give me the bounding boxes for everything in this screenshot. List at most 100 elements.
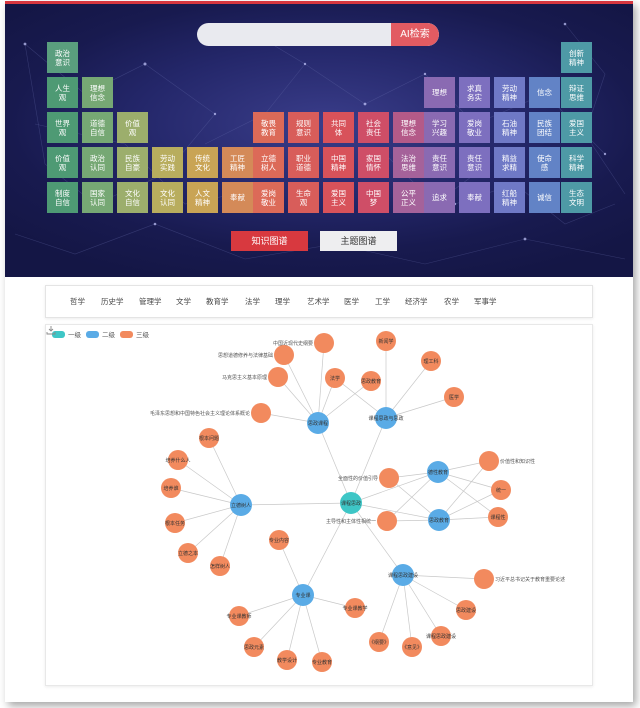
value-tile[interactable]: 追求 xyxy=(424,182,455,213)
value-tile[interactable]: 立德 树人 xyxy=(253,147,284,178)
graph-node-level3[interactable]: 课程性 xyxy=(488,507,508,527)
subject-tab[interactable]: 农学 xyxy=(444,297,459,306)
graph-node-level3[interactable]: 专业内容 xyxy=(269,530,289,550)
value-tile[interactable]: 政治 认同 xyxy=(82,147,113,178)
value-tile[interactable]: 职业 道德 xyxy=(288,147,319,178)
graph-node-circle[interactable] xyxy=(165,513,185,533)
graph-node-level3[interactable]: 教学设计 xyxy=(277,650,297,670)
graph-node-circle[interactable] xyxy=(427,461,449,483)
graph-node-circle[interactable] xyxy=(392,564,414,586)
graph-node-circle[interactable] xyxy=(230,494,252,516)
value-tile[interactable]: 敬畏 教育 xyxy=(253,112,284,143)
value-tile[interactable]: 制度 自信 xyxy=(47,182,78,213)
ai-search-button[interactable]: AI检索 xyxy=(391,23,439,46)
graph-node-level3[interactable]: 马克思主义基本原理 xyxy=(222,367,288,387)
graph-node-level2[interactable]: 德性教育 xyxy=(427,461,449,483)
graph-node-level3[interactable]: 根本任务 xyxy=(165,513,185,533)
graph-node-level3[interactable]: 思政教育 xyxy=(361,371,381,391)
value-tile[interactable]: 文化 自信 xyxy=(117,182,148,213)
graph-node-level2[interactable]: 立德树人 xyxy=(230,494,252,516)
subject-tab[interactable]: 法学 xyxy=(245,297,260,306)
graph-node-level3[interactable]: 思政元素 xyxy=(244,637,264,657)
graph-node-circle[interactable] xyxy=(314,333,334,353)
value-tile[interactable]: 理想 xyxy=(424,77,455,108)
graph-node-level3[interactable]: 立德之本 xyxy=(178,543,198,563)
subject-tab[interactable]: 经济学 xyxy=(405,297,428,306)
knowledge-graph-button[interactable]: 知识图谱 xyxy=(231,231,308,251)
value-tile[interactable]: 红船 精神 xyxy=(494,182,525,213)
subject-tab[interactable]: 管理学 xyxy=(139,297,162,306)
graph-node-circle[interactable] xyxy=(361,371,381,391)
graph-node-circle[interactable] xyxy=(379,468,399,488)
value-tile[interactable]: 求真 务实 xyxy=(459,77,490,108)
graph-node-level2[interactable]: 课程思政建设 xyxy=(388,564,418,586)
graph-node-circle[interactable] xyxy=(277,650,297,670)
value-tile[interactable]: 价值观 xyxy=(47,147,78,178)
value-tile[interactable]: 传统 文化 xyxy=(187,147,218,178)
graph-node-level3[interactable]: 主导性和主体性相统一 xyxy=(326,511,397,531)
graph-node-circle[interactable] xyxy=(178,543,198,563)
value-tile[interactable]: 政治 意识 xyxy=(47,42,78,73)
graph-node-level3[interactable]: 全面性的价值引导 xyxy=(338,468,399,488)
value-tile[interactable]: 法治 思维 xyxy=(393,147,424,178)
graph-node-level3[interactable]: 《意见》 xyxy=(402,637,422,657)
graph-node-level2[interactable]: 课程思政与思政 xyxy=(368,407,404,429)
value-tile[interactable]: 劳动 实践 xyxy=(152,147,183,178)
graph-node-circle[interactable] xyxy=(402,637,422,657)
graph-node-circle[interactable] xyxy=(340,492,362,514)
value-tile[interactable]: 科学 精神 xyxy=(561,147,592,178)
value-tile[interactable]: 价值观 xyxy=(117,112,148,143)
graph-node-level3[interactable]: 理工科 xyxy=(421,351,441,371)
graph-node-circle[interactable] xyxy=(268,367,288,387)
download-icon[interactable] xyxy=(46,325,56,335)
value-tile[interactable]: 规则 意识 xyxy=(288,112,319,143)
value-tile[interactable]: 理想 信念 xyxy=(393,112,424,143)
graph-node-circle[interactable] xyxy=(312,652,332,672)
value-tile[interactable]: 创新 精神 xyxy=(561,42,592,73)
value-tile[interactable]: 奉献 xyxy=(222,182,253,213)
value-tile[interactable]: 民族 自豪 xyxy=(117,147,148,178)
graph-node-circle[interactable] xyxy=(251,403,271,423)
value-tile[interactable]: 责任 意识 xyxy=(459,147,490,178)
graph-node-circle[interactable] xyxy=(229,606,249,626)
graph-node-level3[interactable]: 思政建设 xyxy=(456,600,476,620)
subject-tab[interactable]: 历史学 xyxy=(101,297,124,306)
graph-node-level3[interactable]: 中国近现代史纲要 xyxy=(273,333,334,353)
value-tile[interactable]: 信念 xyxy=(529,77,560,108)
graph-node-circle[interactable] xyxy=(199,428,219,448)
graph-node-level3[interactable]: 培养谁 xyxy=(161,478,181,498)
value-tile[interactable]: 公平 正义 xyxy=(393,182,424,213)
graph-node-circle[interactable] xyxy=(210,556,230,576)
value-tile[interactable]: 家国 情怀 xyxy=(358,147,389,178)
graph-node-level2[interactable]: 专业课 xyxy=(292,584,314,606)
subject-tab[interactable]: 理学 xyxy=(275,297,290,306)
graph-node-level3[interactable]: 毛泽东思想和中国特色社会主义理论体系概论 xyxy=(150,403,271,423)
graph-node-level1[interactable]: 课程思政 xyxy=(340,492,362,514)
graph-node-level3[interactable]: 《纲要》 xyxy=(369,632,389,652)
graph-node-level2[interactable]: 思政课程 xyxy=(307,412,329,434)
graph-node-circle[interactable] xyxy=(369,632,389,652)
graph-node-level3[interactable]: 怎样树人 xyxy=(210,556,230,576)
value-tile[interactable]: 工匠 精神 xyxy=(222,147,253,178)
graph-node-level3[interactable]: 新闻学 xyxy=(376,331,396,351)
graph-node-level3[interactable]: 专业课教师 xyxy=(226,606,252,626)
value-tile[interactable]: 爱国 主义 xyxy=(323,182,354,213)
subject-tab[interactable]: 文学 xyxy=(176,297,191,306)
value-tile[interactable]: 理想 信念 xyxy=(82,77,113,108)
value-tile[interactable]: 学习 兴趣 xyxy=(424,112,455,143)
value-tile[interactable]: 使命感 xyxy=(529,147,560,178)
subject-tab[interactable]: 军事学 xyxy=(474,297,497,306)
value-tile[interactable]: 中国 精神 xyxy=(323,147,354,178)
value-tile[interactable]: 社会 责任 xyxy=(358,112,389,143)
value-tile[interactable]: 精益 求精 xyxy=(494,147,525,178)
graph-node-circle[interactable] xyxy=(375,407,397,429)
value-tile[interactable]: 爱国 主义 xyxy=(561,112,592,143)
graph-node-circle[interactable] xyxy=(269,530,289,550)
graph-node-level3[interactable]: 根本问题 xyxy=(199,428,219,448)
graph-node-circle[interactable] xyxy=(376,331,396,351)
subject-tab[interactable]: 教育学 xyxy=(206,297,229,306)
value-tile[interactable]: 生命观 xyxy=(288,182,319,213)
graph-node-circle[interactable] xyxy=(444,387,464,407)
graph-node-circle[interactable] xyxy=(488,507,508,527)
graph-node-level3[interactable]: 医学 xyxy=(444,387,464,407)
